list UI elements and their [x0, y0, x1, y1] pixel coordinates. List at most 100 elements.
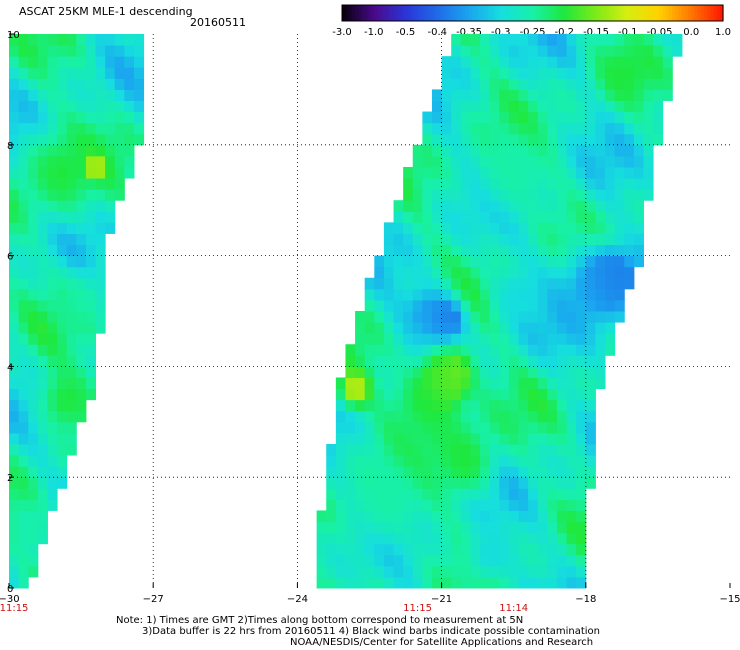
heatmap-cell — [57, 255, 68, 268]
heatmap-cell — [28, 266, 39, 279]
heatmap-cell — [528, 432, 539, 445]
heatmap-cell — [547, 178, 558, 190]
heatmap-cell — [556, 100, 568, 113]
colorbar-segment — [637, 5, 642, 21]
heatmap-cell — [403, 255, 414, 268]
heatmap-cell — [441, 532, 452, 545]
heatmap-cell — [489, 100, 500, 113]
heatmap-cell — [470, 78, 481, 90]
heatmap-cell — [66, 244, 77, 257]
heatmap-cell — [393, 222, 404, 234]
heatmap-cell — [489, 244, 500, 257]
heatmap-cell — [66, 277, 77, 290]
heatmap-cell — [518, 155, 529, 168]
heatmap-cell — [470, 576, 481, 589]
heatmap-cell — [566, 288, 577, 301]
heatmap-cell — [595, 178, 606, 190]
heatmap-cell — [595, 288, 606, 301]
heatmap-cell — [85, 233, 97, 246]
heatmap-cell — [355, 510, 366, 523]
heatmap-cell — [66, 133, 77, 146]
heatmap-cell — [499, 521, 510, 534]
heatmap-cell — [480, 499, 491, 511]
heatmap-cell — [47, 299, 58, 312]
heatmap-cell — [76, 410, 87, 423]
heatmap-cell — [114, 178, 125, 190]
heatmap-cell — [518, 133, 529, 146]
heatmap-cell — [47, 311, 58, 323]
heatmap-cell — [57, 178, 68, 190]
heatmap-cell — [595, 189, 606, 201]
heatmap-cell — [480, 277, 491, 290]
heatmap-cell — [585, 200, 596, 212]
heatmap-cell — [528, 288, 539, 301]
heatmap-cell — [576, 322, 587, 334]
heatmap-cell — [576, 133, 587, 146]
heatmap-cell — [518, 34, 529, 46]
heatmap-cell — [508, 521, 520, 534]
colorbar-segment — [589, 5, 594, 21]
heatmap-cell — [374, 399, 385, 412]
heatmap-cell — [528, 455, 539, 467]
heatmap-cell — [653, 67, 664, 79]
heatmap-cell — [585, 266, 596, 279]
heatmap-cell — [518, 543, 529, 556]
heatmap-cell — [489, 144, 500, 157]
heatmap-cell — [403, 322, 414, 334]
heatmap-cell — [9, 255, 20, 268]
heatmap-cell — [345, 521, 356, 534]
heatmap-cell — [556, 322, 568, 334]
heatmap-cell — [499, 100, 510, 113]
heatmap-cell — [18, 34, 29, 46]
heatmap-cell — [537, 178, 548, 190]
heatmap-cell — [431, 499, 443, 511]
heatmap-cell — [470, 166, 481, 179]
heatmap-cell — [566, 189, 577, 201]
colorbar-segment — [532, 5, 537, 21]
heatmap-cell — [576, 56, 587, 68]
colorbar-segment — [586, 5, 591, 21]
colorbar-segment — [402, 5, 407, 21]
heatmap-cell — [18, 488, 29, 500]
heatmap-cell — [412, 166, 423, 179]
colorbar-segment — [719, 5, 724, 21]
heatmap-cell — [614, 311, 625, 323]
heatmap-cell — [499, 144, 510, 157]
heatmap-cell — [57, 244, 68, 257]
heatmap-cell — [18, 266, 29, 279]
heatmap-cell — [556, 366, 568, 378]
heatmap-cell — [9, 455, 20, 467]
heatmap-cell — [66, 366, 77, 378]
heatmap-cell — [576, 355, 587, 367]
heatmap-cell — [556, 266, 568, 279]
heatmap-cell — [480, 189, 491, 201]
heatmap-cell — [355, 366, 366, 378]
heatmap-cell — [614, 277, 625, 290]
heatmap-cell — [489, 311, 500, 323]
heatmap-cell — [633, 200, 644, 212]
heatmap-cell — [547, 443, 558, 456]
heatmap-cell — [451, 189, 462, 201]
heatmap-cell — [489, 233, 500, 246]
heatmap-cell — [489, 565, 500, 578]
heatmap-cell — [47, 89, 58, 101]
heatmap-cell — [518, 89, 529, 101]
heatmap-cell — [518, 455, 529, 467]
heatmap-cell — [374, 277, 385, 290]
heatmap-cell — [422, 399, 433, 412]
heatmap-cell — [9, 277, 20, 290]
heatmap-cell — [624, 211, 635, 223]
heatmap-cell — [403, 488, 414, 500]
heatmap-cell — [47, 233, 58, 246]
heatmap-cell — [57, 466, 68, 478]
heatmap-cell — [576, 67, 587, 79]
heatmap-cell — [489, 56, 500, 68]
heatmap-cell — [422, 455, 433, 467]
heatmap-cell — [624, 277, 635, 290]
heatmap-cell — [508, 189, 520, 201]
heatmap-cell — [47, 100, 58, 113]
heatmap-cell — [47, 255, 58, 268]
heatmap-cell — [335, 488, 346, 500]
y-tick-label: 2 — [7, 473, 13, 484]
heatmap-cell — [451, 89, 462, 101]
